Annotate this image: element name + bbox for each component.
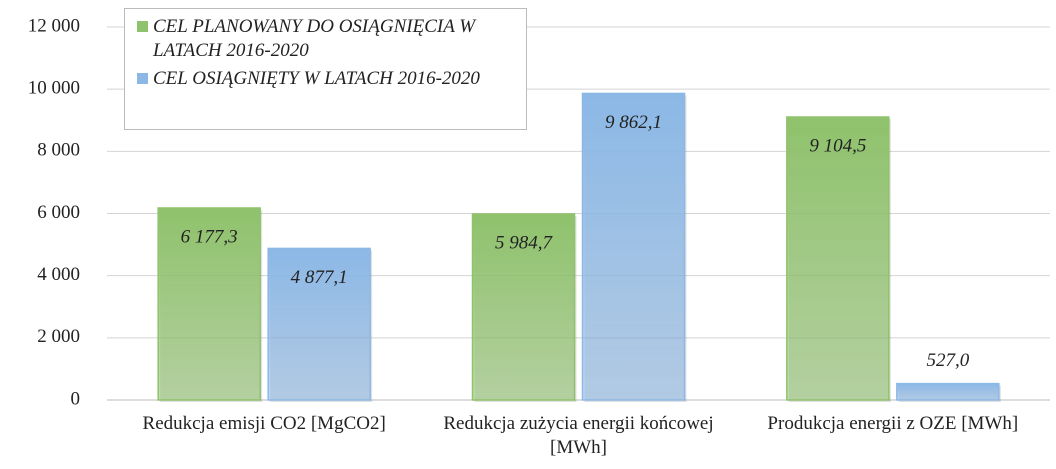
bar [786,116,890,401]
value-label: 6 177,3 [181,226,238,247]
legend: CEL PLANOWANY DO OSIĄGNIĘCIA W LATACH 20… [124,8,527,130]
x-tick-label: Redukcja emisji CO2 [MgCO2] [142,413,386,434]
legend-swatch [137,21,148,32]
y-tick-label: 8 000 [37,140,80,161]
legend-swatch [137,73,148,84]
legend-item: CEL OSIĄGNIĘTY W LATACH 2016-2020 [137,67,518,91]
value-label: 9 104,5 [809,135,866,156]
y-tick-label: 2 000 [37,326,80,347]
bar [157,207,261,401]
x-tick-label: Produkcja energii z OZE [MWh] [767,413,1019,434]
y-tick-label: 0 [71,388,81,409]
y-tick-label: 10 000 [28,78,80,99]
value-label: 4 877,1 [291,267,348,288]
value-label: 9 862,1 [605,112,662,133]
y-tick-label: 12 000 [28,15,80,36]
value-label: 527,0 [926,350,969,371]
value-label: 5 984,7 [495,232,554,253]
legend-item: CEL PLANOWANY DO OSIĄGNIĘCIA W LATACH 20… [137,15,518,63]
legend-label: CEL PLANOWANY DO OSIĄGNIĘCIA W LATACH 20… [153,16,476,61]
bar [581,92,686,401]
legend-label: CEL OSIĄGNIĘTY W LATACH 2016-2020 [153,68,480,89]
y-tick-label: 6 000 [37,202,80,223]
x-tick-label: Redukcja zużycia energii końcowej [MWh] [443,413,714,458]
y-tick-label: 4 000 [37,264,80,285]
bar [471,213,576,401]
bar [267,247,371,401]
bar [896,382,1000,401]
